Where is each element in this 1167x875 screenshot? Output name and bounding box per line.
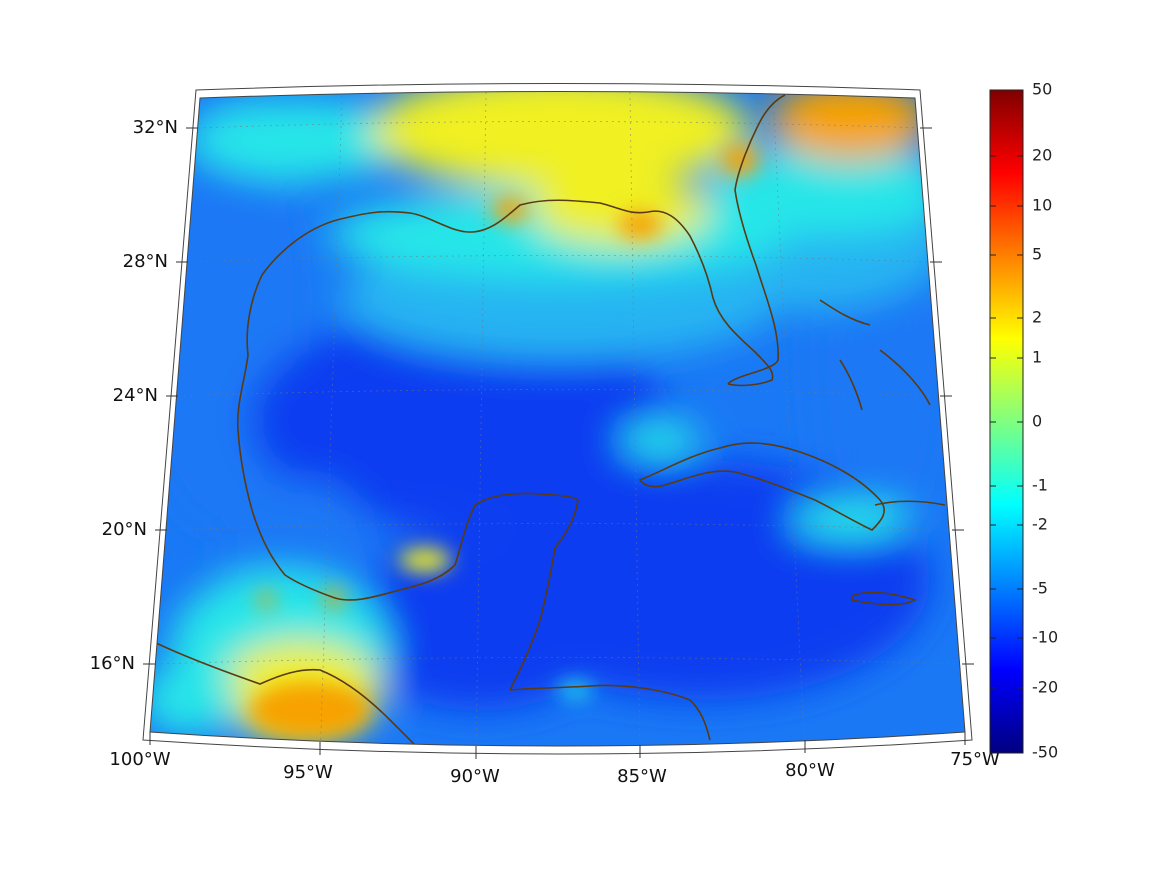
graticule: [154, 91, 963, 746]
colorbar-label: 0: [1032, 412, 1042, 431]
lon-label-85: 85°W: [617, 766, 667, 787]
longitude-labels: 100°W 95°W 90°W 85°W 80°W 75°W: [109, 749, 1000, 787]
colorbar-label: -2: [1032, 515, 1048, 534]
colorbar-label: -50: [1032, 743, 1058, 762]
coastline-mexico: [236, 274, 579, 691]
lon-label-75: 75°W: [950, 749, 1000, 770]
map-field: [150, 91, 965, 746]
colorbar-label: 1: [1032, 348, 1042, 367]
lat-label-16: 16°N: [90, 653, 135, 674]
colorbar-label: 10: [1032, 196, 1052, 215]
colorbar-label: -10: [1032, 628, 1058, 647]
coastline-pacific-mx: [150, 639, 421, 746]
lat-label-28: 28°N: [123, 251, 168, 272]
tick-marks: [143, 127, 974, 759]
latitude-labels: 32°N 28°N 24°N 20°N 16°N: [90, 117, 178, 674]
colorbar-label: 2: [1032, 308, 1042, 327]
lon-label-80: 80°W: [785, 760, 835, 781]
colorbar-label: 20: [1032, 146, 1052, 165]
coastline-cuba: [638, 442, 885, 531]
lat-label-32: 32°N: [133, 117, 178, 138]
colorbar-label: -5: [1032, 579, 1048, 598]
colorbar-label: 5: [1032, 245, 1042, 264]
lat-label-20: 20°N: [102, 519, 147, 540]
lon-label-100: 100°W: [109, 749, 170, 770]
colorbar-label: -1: [1032, 476, 1048, 495]
lon-label-90: 90°W: [450, 766, 500, 787]
coastline-central-america: [509, 684, 711, 741]
map-frame-outer: [142, 83, 973, 755]
coastlines: [150, 94, 946, 746]
colorbar-label: -20: [1032, 678, 1058, 697]
lon-label-95: 95°W: [283, 762, 333, 783]
coastline-hispaniola: [874, 500, 946, 506]
colorbar-ticks: [990, 89, 1023, 754]
coastline-jamaica: [851, 591, 917, 606]
coastline-florida-atlantic: [727, 94, 786, 385]
map-frame: [149, 91, 966, 747]
coastline-us-gulf: [261, 199, 774, 387]
lat-label-24: 24°N: [113, 385, 158, 406]
colorbar-label: 50: [1032, 80, 1052, 99]
coastline-bahamas: [819, 299, 931, 411]
